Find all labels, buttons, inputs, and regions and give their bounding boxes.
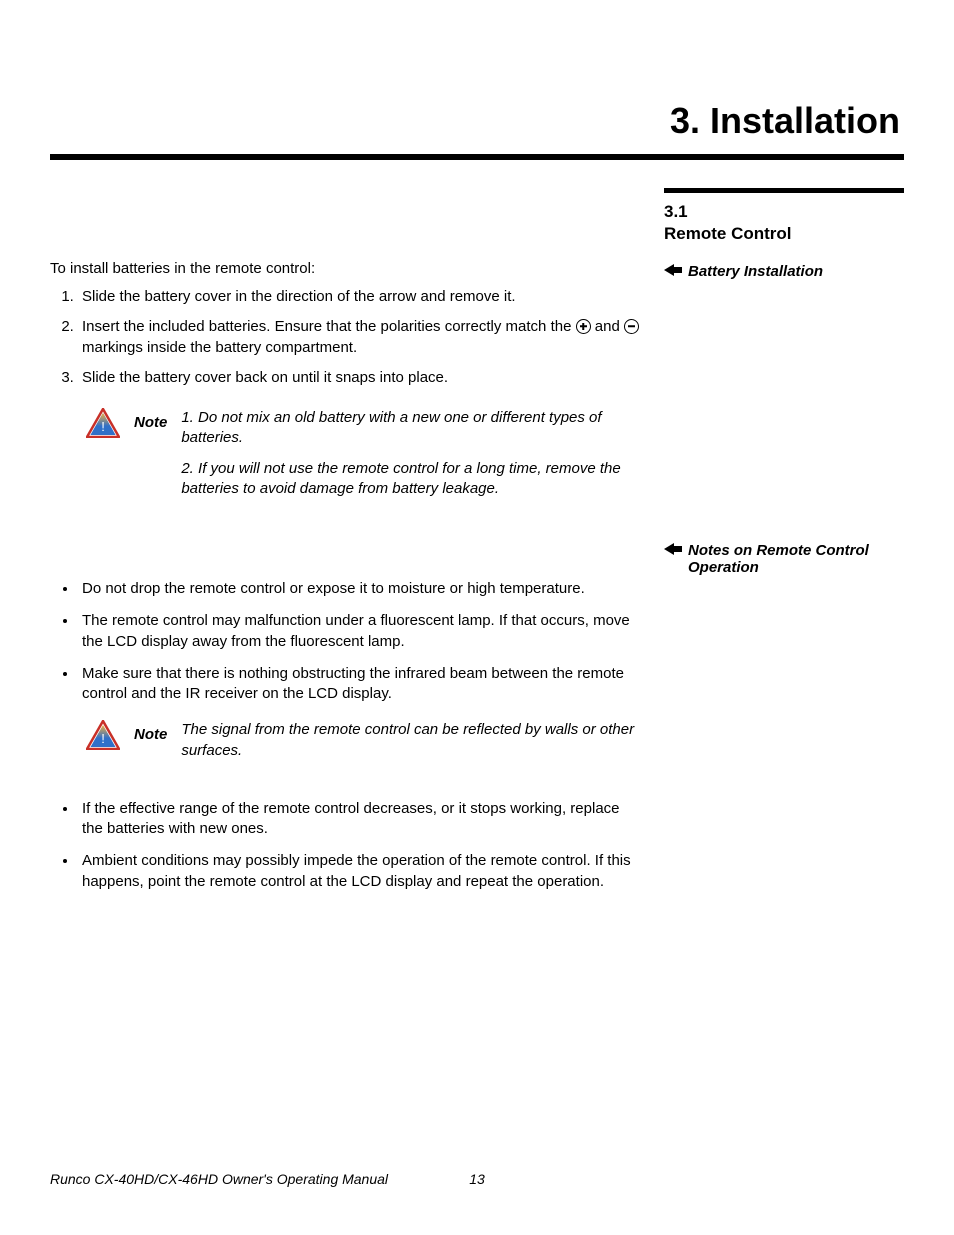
title-rule (50, 154, 904, 160)
svg-text:!: ! (101, 731, 105, 746)
arrow-left-icon (664, 263, 682, 280)
step-2-part-c: markings inside the battery compartment. (82, 339, 357, 356)
note-1-line-1: 1. Do not mix an old battery with a new … (181, 408, 640, 449)
content-row: To install batteries in the remote contr… (50, 188, 904, 908)
step-2: Insert the included batteries. Ensure th… (78, 317, 640, 358)
note-block-2: ! Note The signal from the remote contro… (50, 720, 640, 771)
side-sub1-text: Battery Installation (688, 263, 823, 280)
notes-bullets-b: If the effective range of the remote con… (50, 799, 640, 892)
note-1-text: 1. Do not mix an old battery with a new … (181, 408, 640, 509)
intro-text: To install batteries in the remote contr… (50, 260, 640, 277)
bullet-b1: If the effective range of the remote con… (78, 799, 640, 840)
install-steps: Slide the battery cover in the direction… (50, 287, 640, 388)
main-column: To install batteries in the remote contr… (50, 188, 640, 908)
spacer (50, 537, 640, 579)
side-column: 3.1 Remote Control Battery Installation … (664, 188, 904, 908)
step-3: Slide the battery cover back on until it… (78, 368, 640, 388)
note-block-1: ! Note 1. Do not mix an old battery with… (50, 408, 640, 509)
side-subheading-1: Battery Installation (664, 263, 904, 280)
arrow-left-icon (664, 542, 682, 559)
step-2-part-a: Insert the included batteries. Ensure th… (82, 318, 576, 335)
page-footer: Runco CX-40HD/CX-46HD Owner's Operating … (50, 1171, 904, 1187)
bullet-a3: Make sure that there is nothing obstruct… (78, 664, 640, 705)
page-number: 13 (469, 1171, 485, 1187)
step-2-part-b: and (591, 318, 624, 335)
bullet-b2: Ambient conditions may possibly impede t… (78, 851, 640, 892)
section-number: 3.1 (664, 201, 904, 223)
minus-icon (624, 319, 639, 334)
side-sub2-text: Notes on Remote Control Operation (688, 542, 904, 576)
note-2-text: The signal from the remote control can b… (181, 720, 640, 771)
warning-icon: ! (86, 720, 120, 750)
page: 3. Installation To install batteries in … (0, 0, 954, 1235)
bullet-a1: Do not drop the remote control or expose… (78, 579, 640, 599)
side-spacer (664, 280, 904, 542)
side-subheading-2: Notes on Remote Control Operation (664, 542, 904, 576)
notes-bullets-a: Do not drop the remote control or expose… (50, 579, 640, 704)
step-1: Slide the battery cover in the direction… (78, 287, 640, 307)
note-1-line-2: 2. If you will not use the remote contro… (181, 459, 640, 500)
plus-icon (576, 319, 591, 334)
note-label: Note (134, 720, 167, 743)
note-2-line: The signal from the remote control can b… (181, 720, 640, 761)
note-label: Note (134, 408, 167, 431)
footer-text: Runco CX-40HD/CX-46HD Owner's Operating … (50, 1171, 388, 1187)
bullet-a2: The remote control may malfunction under… (78, 611, 640, 652)
chapter-title: 3. Installation (50, 100, 904, 142)
warning-icon: ! (86, 408, 120, 438)
svg-text:!: ! (101, 419, 105, 434)
section-title: Remote Control (664, 223, 904, 245)
side-heading: 3.1 Remote Control (664, 188, 904, 245)
